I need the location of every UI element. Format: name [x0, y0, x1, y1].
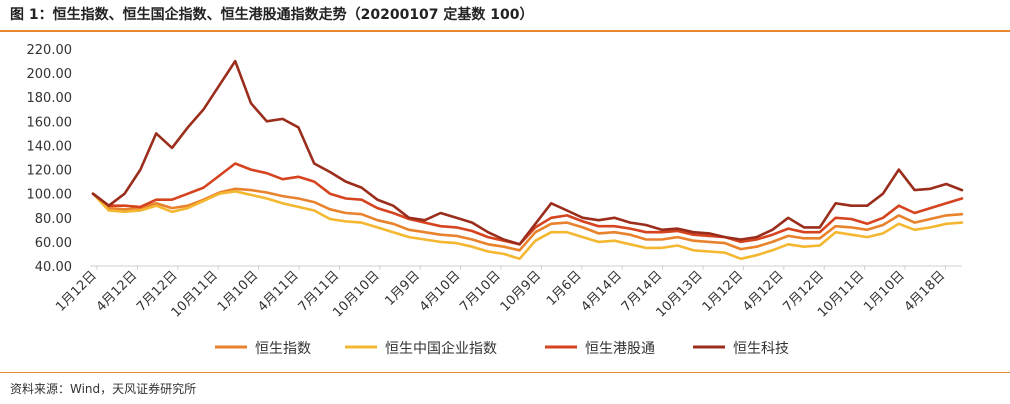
- y-tick-label: 200.00: [27, 67, 73, 82]
- y-axis: 220.00 200.00 180.00 160.00 140.00 120.00 100.…: [27, 43, 73, 275]
- x-tick-label: 4月11日: [255, 268, 302, 315]
- y-tick-label: 120.00: [27, 164, 73, 179]
- x-tick-label: 4月10日: [417, 268, 464, 315]
- series-line: [91, 190, 964, 261]
- x-tick-label: 4月18日: [902, 268, 949, 315]
- x-tick-label: 4月14日: [578, 268, 625, 315]
- x-tick-label: 1月10日: [861, 268, 908, 315]
- line-chart: 220.00 200.00 180.00 160.00 140.00 120.00 100.…: [27, 43, 964, 357]
- x-axis: 1月12日4月12日7月12日10月11日1月10日4月11日7月11日10月1…: [53, 266, 948, 321]
- source-note: 资料来源：Wind，天风证券研究所: [10, 382, 197, 396]
- y-tick-label: 40.00: [35, 260, 72, 275]
- x-tick-label: 1月12日: [53, 268, 100, 315]
- y-tick-label: 180.00: [27, 91, 73, 106]
- x-tick-label: 4月12日: [94, 268, 141, 315]
- x-tick-label: 4月12日: [740, 268, 787, 315]
- y-tick-label: 80.00: [35, 212, 72, 227]
- legend: 恒生指数 恒生中国企业指数 恒生港股通 恒生科技: [215, 340, 789, 357]
- legend-label: 恒生中国企业指数: [385, 340, 497, 357]
- legend-label: 恒生港股通: [585, 341, 655, 357]
- y-tick-label: 100.00: [27, 188, 73, 203]
- x-tick-label: 10月9日: [498, 268, 545, 315]
- x-tick-label: 1月12日: [700, 268, 747, 315]
- chart-title: 图 1：恒生指数、恒生国企指数、恒生港股通指数走势（20200107 定基数 1…: [10, 7, 534, 23]
- series-lines: [91, 59, 964, 261]
- series-line: [91, 187, 964, 252]
- series-line: [91, 59, 964, 246]
- y-tick-label: 160.00: [27, 115, 73, 130]
- y-tick-label: 220.00: [27, 43, 73, 58]
- bottom-rule: [0, 372, 1010, 373]
- top-rule: [0, 30, 1010, 32]
- x-tick-label: 7月10日: [457, 268, 504, 315]
- legend-label: 恒生科技: [733, 341, 789, 357]
- x-tick-label: 1月10日: [215, 268, 262, 315]
- legend-label: 恒生指数: [255, 341, 311, 357]
- y-tick-label: 140.00: [27, 139, 73, 154]
- y-tick-label: 60.00: [35, 236, 72, 251]
